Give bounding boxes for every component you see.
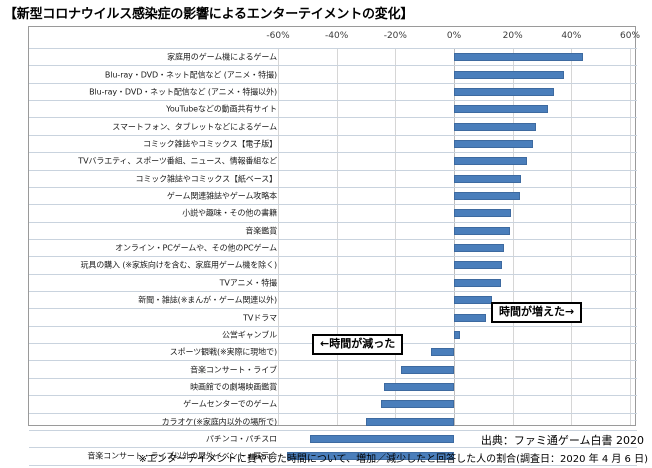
table-row: 映画館での劇場映画鑑賞	[29, 379, 637, 397]
bar	[454, 330, 460, 339]
bar	[310, 435, 454, 444]
category-label: TVアニメ・特撮	[219, 278, 278, 288]
category-label: YouTubeなどの動画共有サイト	[166, 104, 277, 114]
category-label: パチンコ・パチスロ	[205, 434, 277, 444]
bar	[454, 244, 504, 253]
gridline--60	[278, 48, 279, 425]
category-label: 新聞・雑誌(※まんが・ゲーム関連以外)	[138, 295, 277, 305]
annotation-increase: 時間が増えた→	[491, 302, 583, 324]
table-row: 小説や趣味・その他の書籍	[29, 205, 637, 223]
x-tick-20: 20%	[502, 31, 523, 41]
bar	[454, 157, 528, 166]
x-tick--60: -60%	[266, 31, 290, 41]
bar	[454, 122, 537, 131]
x-tick-60: 60%	[619, 31, 641, 41]
x-tick-40: 40%	[561, 31, 582, 41]
source-note: 出典：ファミ通ゲーム白書 2020	[480, 434, 644, 447]
bar	[286, 452, 454, 461]
table-row: オンライン・PCゲームや、その他のPCゲーム	[29, 240, 637, 258]
table-row: 玩具の購入 (※家族向けを含む、家庭用ゲーム機を除く)	[29, 257, 637, 275]
gridline-0	[454, 48, 455, 425]
table-row: Blu-ray・DVD・ネット配信など (アニメ・特撮)	[29, 66, 637, 84]
table-row: コミック雑誌やコミックス【紙ベース】	[29, 171, 637, 188]
x-tick--40: -40%	[325, 31, 349, 41]
bar	[454, 53, 584, 62]
bar	[380, 400, 454, 409]
bar	[454, 313, 487, 322]
bar	[383, 383, 454, 391]
x-tick--20: -20%	[383, 31, 407, 41]
annotation-decrease: ←時間が減った	[312, 334, 404, 356]
category-label: ゲーム関連雑誌やゲーム攻略本	[166, 191, 277, 201]
bar	[454, 70, 564, 79]
table-row: ゲームセンターでのゲーム	[29, 396, 637, 414]
table-row: 新聞・雑誌(※まんが・ゲーム関連以外)	[29, 292, 637, 310]
survey-note: ※エンターテイメントに費やした時間について、増加／減少したと回答した人の割合(調…	[138, 454, 648, 465]
bar	[366, 417, 454, 426]
table-row: YouTubeなどの動画共有サイト	[29, 101, 637, 119]
x-tick-0: 0%	[446, 31, 462, 41]
category-label: スマートフォン、タブレットなどによるゲーム	[112, 122, 277, 132]
category-label: 音楽コンサート・ライブ	[190, 365, 277, 375]
table-row: TVドラマ	[29, 309, 637, 327]
category-label: Blu-ray・DVD・ネット配信など (アニメ・特撮以外)	[89, 87, 277, 97]
category-label: オンライン・PCゲームや、その他のPCゲーム	[115, 243, 277, 253]
gridline-60	[630, 48, 631, 425]
category-label: コミック雑誌やコミックス【紙ベース】	[135, 174, 277, 184]
bar	[454, 192, 520, 201]
category-label: スポーツ観戦(※実際に現地で)	[169, 347, 277, 357]
category-label: 音楽コンサート・ライブ以外の屋外イベント・展示会	[87, 451, 277, 461]
gridline--20	[395, 48, 397, 425]
bar	[454, 226, 510, 235]
table-row: ゲーム関連雑誌やゲーム攻略本	[29, 188, 637, 206]
category-label: カラオケ(※家庭内以外の場所で)	[161, 417, 277, 427]
table-row: 音楽鑑賞	[29, 223, 637, 240]
bar	[430, 348, 454, 357]
plot-area: -60% -40% -20% 0% 20% 40% 60%	[266, 31, 640, 425]
category-label: ゲームセンターでのゲーム	[183, 399, 277, 409]
bar	[454, 261, 503, 270]
bar	[454, 105, 548, 114]
bar	[454, 296, 493, 305]
bar	[454, 174, 522, 183]
bar	[454, 87, 554, 96]
table-row: 音楽コンサート・ライブ	[29, 361, 637, 379]
category-label: TVバラエティ、スポーツ番組、ニュース、情報番組など	[78, 156, 277, 166]
category-label: Blu-ray・DVD・ネット配信など (アニメ・特撮)	[104, 70, 277, 80]
table-row: パチンコ・パチスロ	[29, 431, 637, 449]
table-row: TVバラエティ、スポーツ番組、ニュース、情報番組など	[29, 153, 637, 171]
bar-rows: 家庭用のゲーム機によるゲーム Blu-ray・DVD・ネット配信など (アニメ・特…	[29, 48, 637, 466]
category-label: 音楽鑑賞	[245, 226, 277, 236]
gridline-20	[512, 48, 514, 425]
bar	[454, 278, 501, 287]
category-label: 公営ギャンブル	[221, 330, 277, 340]
table-row: 家庭用のゲーム機によるゲーム	[29, 48, 637, 67]
bar	[454, 209, 512, 218]
gridline--40	[336, 48, 338, 425]
category-label: 映画館での劇場映画鑑賞	[190, 382, 277, 392]
table-row: TVアニメ・特撮	[29, 275, 637, 293]
category-label: 玩具の購入 (※家族向けを含む、家庭用ゲーム機を除く)	[80, 260, 277, 270]
chart-container: -60% -40% -20% 0% 20% 40% 60% 家庭用のゲーム機によるゲーム Bl…	[28, 26, 640, 466]
table-row: Blu-ray・DVD・ネット配信など (アニメ・特撮以外)	[29, 84, 637, 102]
category-label: 家庭用のゲーム機によるゲーム	[167, 52, 277, 62]
category-label: 小説や趣味・その他の書籍	[182, 208, 277, 218]
bar	[454, 139, 534, 148]
table-row: スマートフォン、タブレットなどによるゲーム	[29, 118, 637, 136]
table-row: 音楽コンサート・ライブ以外の屋外イベント・展示会	[29, 448, 637, 466]
category-label: TVドラマ	[243, 313, 277, 323]
gridline-40	[571, 48, 573, 425]
table-row: スポーツ観戦(※実際に現地で)	[29, 344, 637, 362]
bar	[401, 365, 454, 374]
category-label: コミック雑誌やコミックス【電子版】	[142, 139, 277, 149]
table-row: コミック雑誌やコミックス【電子版】	[29, 136, 637, 154]
page-title: 【新型コロナウイルス感染症の影響によるエンターテイメントの変化】	[4, 7, 414, 22]
table-row: カラオケ(※家庭内以外の場所で)	[29, 414, 637, 431]
